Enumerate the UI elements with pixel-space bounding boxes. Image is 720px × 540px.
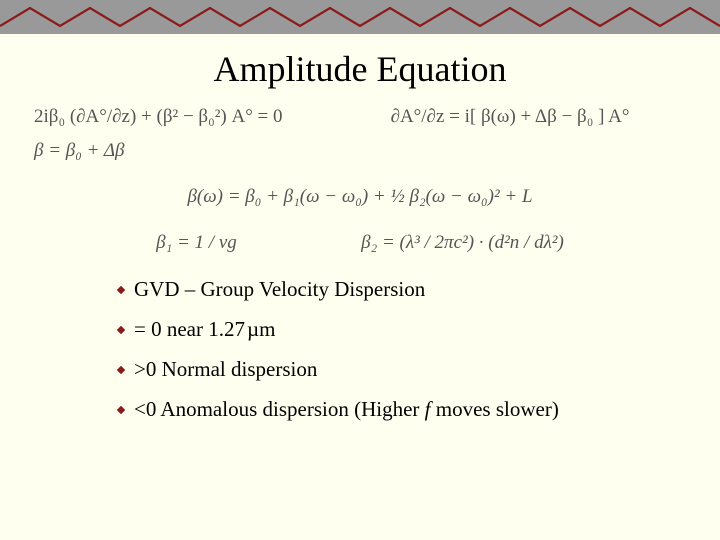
equation-row-1: 2iβ₀ (∂A°/∂z) + (β² − β₀²) A° = 0 ∂A°/∂z… (34, 106, 686, 128)
anom-suffix: moves slower) (431, 397, 559, 421)
page-title: Amplitude Equation (0, 48, 720, 90)
eq-text: β = β₀ + Δβ (34, 140, 124, 162)
normal-dispersion-line: >0 Normal dispersion (114, 350, 686, 390)
unit-text: µm (247, 310, 275, 350)
bullet-icon (114, 403, 128, 417)
equation-row-3: β(ω) = β₀ + β₁(ω − ω₀) + ½ β₂(ω − ω₀)² +… (34, 186, 686, 208)
gvd-text: GVD – Group Velocity Dispersion (134, 270, 425, 310)
zero-text: = 0 near 1.27 (134, 310, 245, 350)
anom-prefix: <0 Anomalous dispersion (Higher (134, 397, 425, 421)
equation-row-2: β = β₀ + Δβ (34, 140, 686, 162)
equation-row-4: β₁ = 1 / vg β₂ = (λ³ / 2πc²) · (d²n / dλ… (34, 232, 686, 254)
bullet-icon (114, 283, 128, 297)
decorative-top-border (0, 0, 720, 34)
eq-text: β(ω) = β₀ + β₁(ω − ω₀) + ½ β₂(ω − ω₀)² +… (187, 186, 532, 208)
eq-beta1: β₁ = 1 / vg (156, 232, 237, 254)
equation-2: β = β₀ + Δβ (34, 140, 334, 162)
normal-text: >0 Normal dispersion (134, 350, 317, 390)
eq-beta2: β₂ = (λ³ / 2πc²) · (d²n / dλ²) (361, 232, 564, 254)
gvd-definition: GVD – Group Velocity Dispersion (114, 270, 686, 310)
bullet-icon (114, 323, 128, 337)
content-area: 2iβ₀ (∂A°/∂z) + (β² − β₀²) A° = 0 ∂A°/∂z… (0, 106, 720, 430)
eq-text: 2iβ₀ (∂A°/∂z) + (β² − β₀²) A° = 0 (34, 106, 283, 128)
description-block: GVD – Group Velocity Dispersion = 0 near… (114, 270, 686, 430)
equation-1-right: ∂A°/∂z = i[ β(ω) + Δβ − β₀ ] A° (334, 106, 686, 128)
anomalous-dispersion-line: <0 Anomalous dispersion (Higher f moves … (114, 390, 686, 430)
zigzag-pattern (0, 6, 720, 28)
bullet-icon (114, 363, 128, 377)
eq-text: ∂A°/∂z = i[ β(ω) + Δβ − β₀ ] A° (391, 106, 630, 128)
zero-dispersion-line: = 0 near 1.27 µm (114, 310, 686, 350)
equation-1-left: 2iβ₀ (∂A°/∂z) + (β² − β₀²) A° = 0 (34, 106, 334, 128)
